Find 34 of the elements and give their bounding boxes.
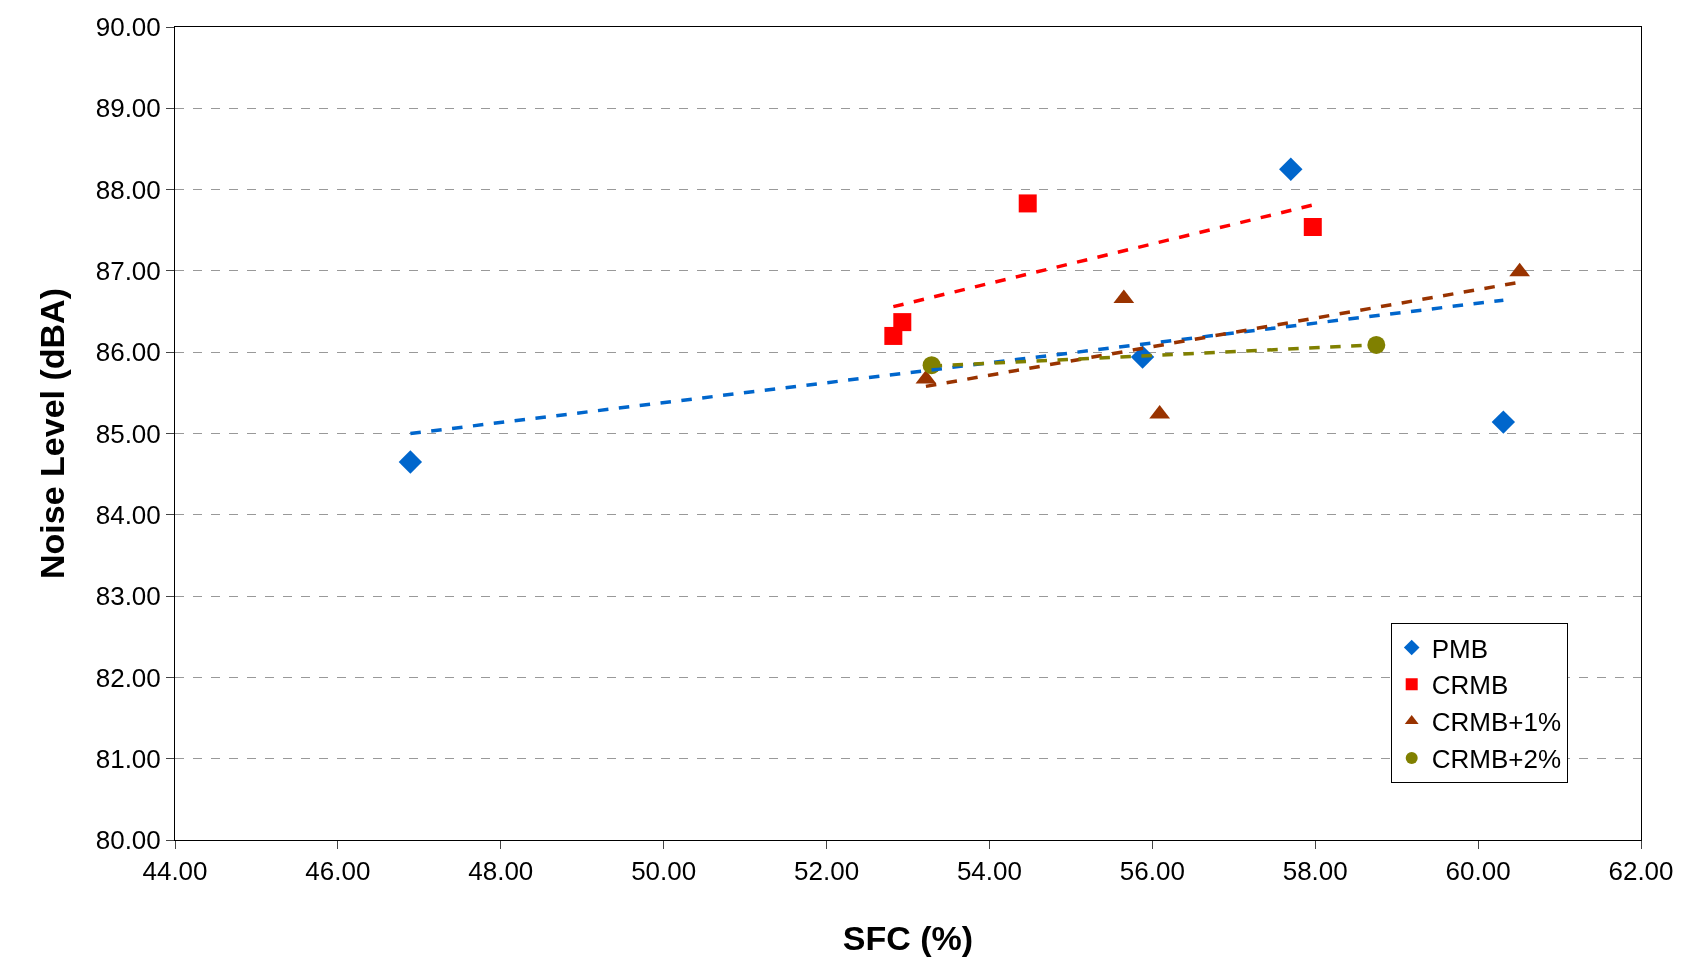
legend-label: CRMB+1%: [1431, 707, 1562, 738]
y-tick-label: 82.00: [95, 662, 161, 693]
point: [1018, 194, 1037, 213]
x-tick-label: 62.00: [1608, 856, 1674, 887]
point: [1303, 218, 1322, 236]
legend-label: CRMB+2%: [1431, 744, 1562, 775]
point: [1491, 410, 1516, 434]
x-tick-label: 60.00: [1445, 856, 1511, 887]
x-tick-label: 58.00: [1282, 856, 1348, 887]
y-tick-label: 81.00: [95, 743, 161, 774]
x-tick-label: 48.00: [468, 856, 534, 887]
point: [1367, 335, 1386, 354]
x-tick-label: 56.00: [1119, 856, 1185, 887]
y-tick-label: 89.00: [95, 93, 161, 124]
x-tick-label: 52.00: [794, 856, 860, 887]
y-tick-label: 86.00: [95, 337, 161, 368]
y-tick-label: 84.00: [95, 499, 161, 530]
y-axis-title: Noise Level (dBA): [33, 288, 72, 579]
x-tick-label: 44.00: [142, 856, 208, 887]
x-tick-label: 50.00: [631, 856, 697, 887]
y-tick-label: 83.00: [95, 581, 161, 612]
x-tick-label: 54.00: [956, 856, 1022, 887]
y-tick-label: 85.00: [95, 418, 161, 449]
y-tick-label: 90.00: [95, 12, 161, 43]
legend-label: CRMB: [1431, 670, 1509, 701]
legend-label: PMB: [1431, 633, 1489, 664]
y-tick-label: 87.00: [95, 256, 161, 286]
x-axis-title: SFC (%): [842, 918, 974, 957]
point: [398, 450, 423, 474]
point: [893, 313, 912, 332]
point: [1279, 157, 1303, 181]
y-tick-label: 88.00: [95, 174, 161, 205]
x-tick-label: 46.00: [305, 856, 371, 887]
y-tick-label: 80.00: [95, 825, 161, 856]
